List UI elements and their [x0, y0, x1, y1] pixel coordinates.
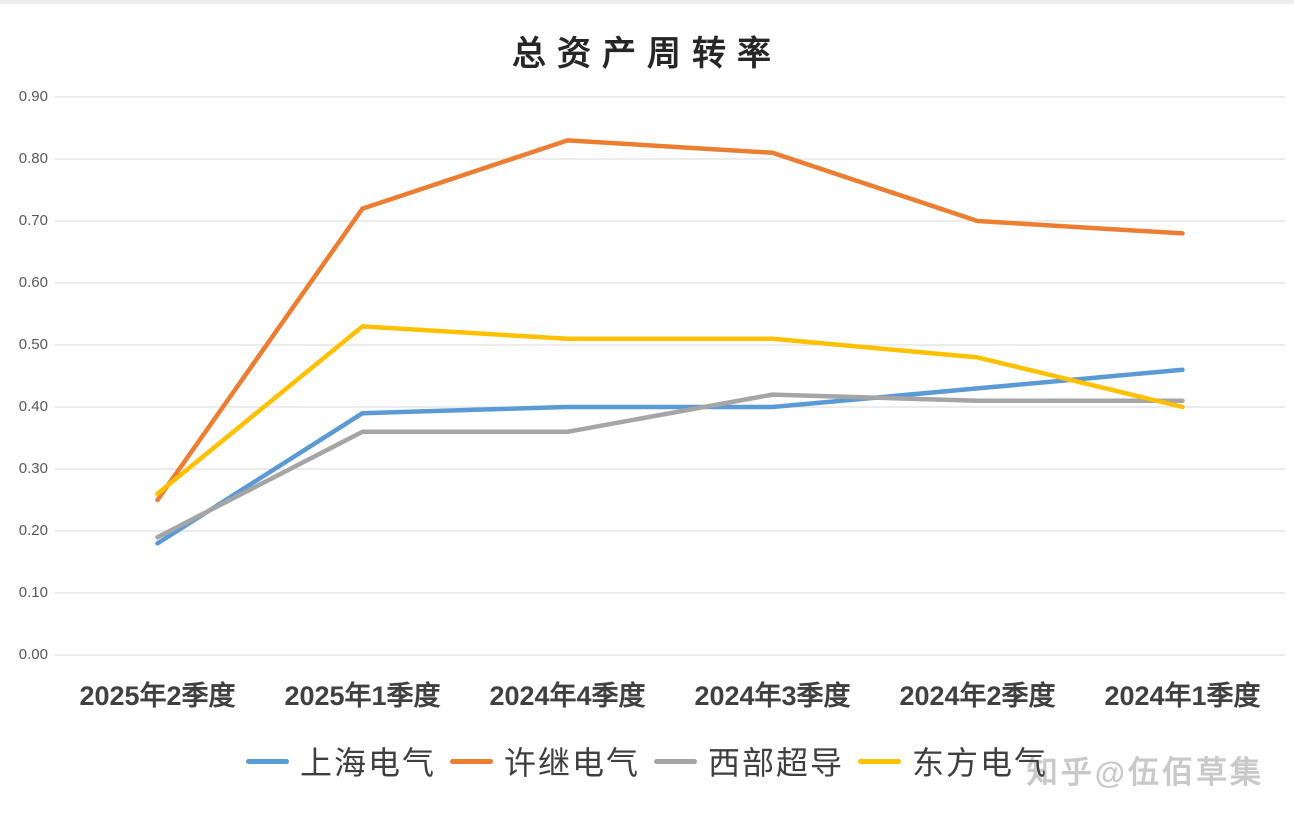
series-line-0	[155, 367, 1185, 546]
series-line-3	[155, 324, 1185, 497]
y-tick-label: 0.30	[18, 460, 48, 478]
legend: 上海电气 许继电气 西部超导 东方电气	[0, 738, 1294, 784]
legend-item-1: 许继电气	[449, 738, 640, 784]
x-category-label: 2024年3季度	[694, 681, 851, 711]
y-tick-label: 0.20	[18, 522, 48, 540]
y-tick-label: 0.40	[18, 398, 48, 416]
y-tick-label: 0.10	[18, 584, 48, 602]
legend-item-2: 西部超导	[654, 738, 844, 784]
watermark: 知乎@伍佰草集	[1026, 755, 1264, 790]
legend-swatch-icon	[245, 758, 289, 764]
y-tick-label: 0.50	[18, 336, 48, 354]
x-category-label: 2024年4季度	[489, 681, 646, 711]
x-category-label: 2024年2季度	[899, 681, 1056, 711]
legend-label: 东方电气	[912, 745, 1049, 781]
x-category-label: 2025年1季度	[284, 681, 441, 711]
legend-item-0: 上海电气	[245, 738, 436, 784]
x-category-label: 2024年1季度	[1104, 681, 1261, 711]
series-line-2	[155, 392, 1185, 540]
legend-label: 许继电气	[503, 745, 640, 781]
x-category-label: 2025年2季度	[79, 681, 236, 711]
y-tick-label: 0.80	[18, 150, 48, 168]
legend-swatch-icon	[449, 758, 493, 764]
window-top-edge	[0, 0, 1294, 4]
chart-title: 总资产周转率	[512, 36, 782, 73]
legend-label: 西部超导	[708, 745, 845, 781]
y-tick-label: 0.60	[18, 274, 48, 292]
legend-item-3: 东方电气	[858, 738, 1048, 784]
y-tick-label: 0.70	[18, 212, 48, 230]
legend-swatch-icon	[858, 758, 902, 764]
legend-label: 上海电气	[299, 745, 436, 781]
y-tick-label: 0.00	[18, 646, 48, 664]
legend-swatch-icon	[654, 758, 697, 764]
series-line-1	[155, 138, 1185, 503]
y-tick-label: 0.90	[18, 88, 48, 106]
